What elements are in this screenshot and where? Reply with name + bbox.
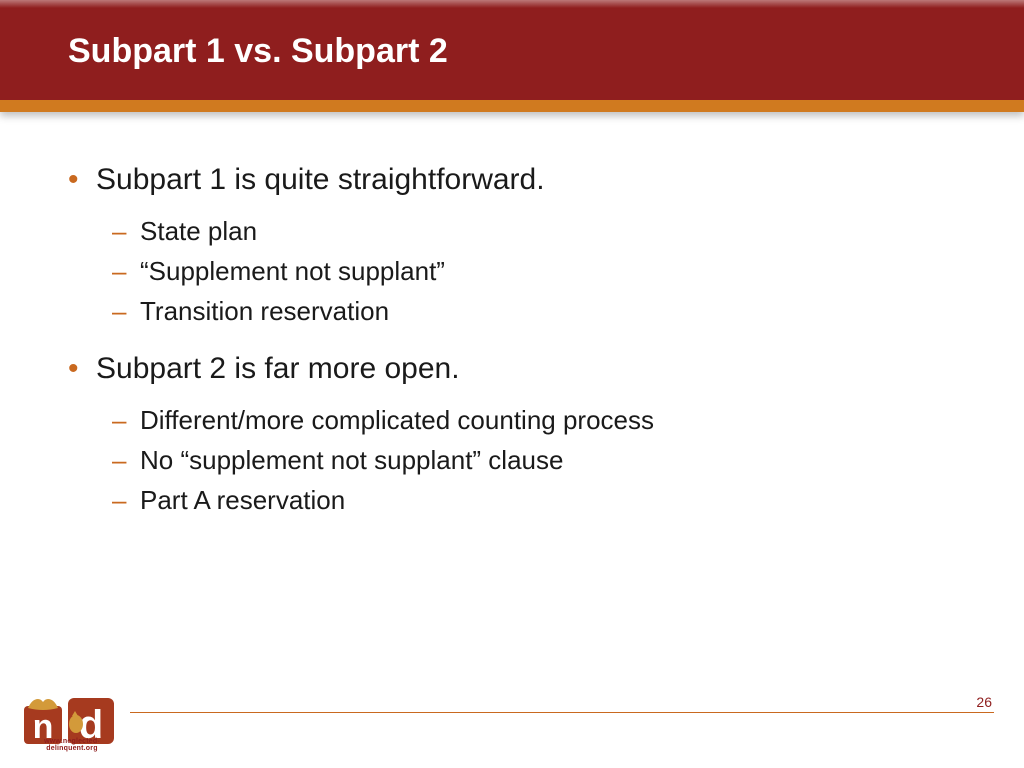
bullet-item: Subpart 1 is quite straightforward. [96,160,954,201]
content-area: Subpart 1 is quite straightforward. Stat… [0,112,1024,521]
page-number: 26 [976,694,992,710]
accent-bar [0,100,1024,112]
sub-bullet-item: Transition reservation [140,291,954,331]
bullet-item: Subpart 2 is far more open. [96,349,954,390]
sub-list: Different/more complicated counting proc… [140,400,954,521]
logo-icon: n d www.neglected-delinquent.org [22,694,122,750]
sub-bullet-item: No “supplement not supplant” clause [140,440,954,480]
footer: 26 n d www.neglected-delinquent.org [0,690,1024,750]
sub-bullet-item: State plan [140,211,954,251]
sub-bullet-item: “Supplement not supplant” [140,251,954,291]
slide: Subpart 1 vs. Subpart 2 Subpart 1 is qui… [0,0,1024,768]
header-bar: Subpart 1 vs. Subpart 2 [0,0,1024,100]
slide-title: Subpart 1 vs. Subpart 2 [0,0,1024,71]
sub-bullet-item: Different/more complicated counting proc… [140,400,954,440]
sub-bullet-item: Part A reservation [140,480,954,520]
footer-divider [130,712,994,713]
sub-list: State plan “Supplement not supplant” Tra… [140,211,954,332]
logo-url-text: www.neglected-delinquent.org [22,738,122,752]
